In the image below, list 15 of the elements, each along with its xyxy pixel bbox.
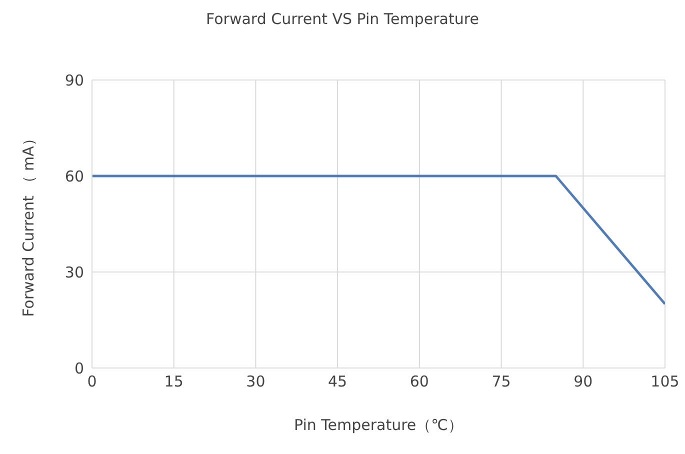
- x-tick-label: 90: [574, 372, 593, 391]
- x-tick-label: 75: [492, 372, 511, 391]
- chart-title: Forward Current VS Pin Temperature: [205, 10, 480, 28]
- y-tick-label: 0: [74, 359, 84, 378]
- y-tick-label: 90: [64, 71, 84, 90]
- x-tick-label: 45: [328, 372, 348, 391]
- x-axis-title: Pin Temperature（℃）: [294, 416, 464, 434]
- y-tick-label: 30: [64, 263, 84, 282]
- y-tick-label: 60: [64, 167, 84, 186]
- x-tick-label: 30: [246, 372, 266, 391]
- x-tick-label: 15: [164, 372, 184, 391]
- x-tick-label: 60: [410, 372, 429, 391]
- x-tick-label: 0: [87, 372, 97, 391]
- x-tick-label: 105: [650, 372, 680, 391]
- y-axis-title: Forward Current （ mA）: [19, 131, 38, 317]
